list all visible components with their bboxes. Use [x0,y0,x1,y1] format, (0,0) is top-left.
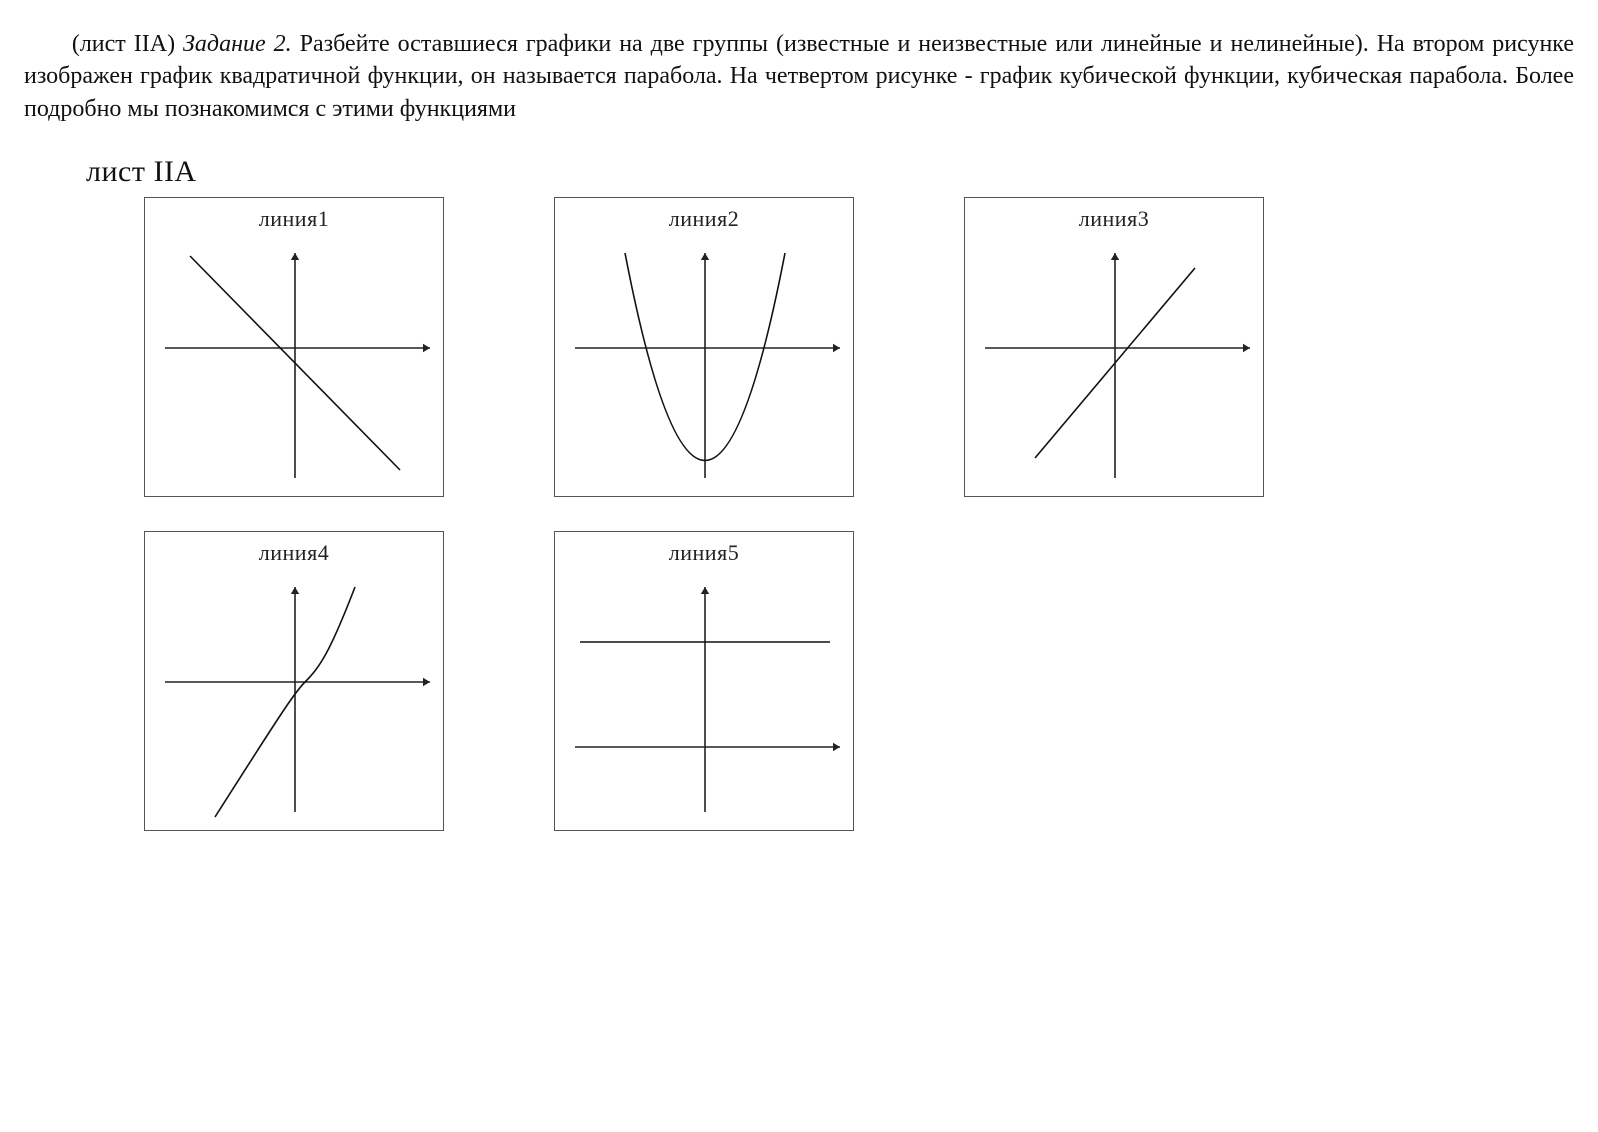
chart-frame-3: линия3 [964,197,1264,497]
chart-plot [145,198,445,498]
chart-plot [555,198,855,498]
worksheet-page: (лист IIА) Задание 2. Разбейте оставшиес… [0,0,1598,1132]
chart-frame-4: линия4 [144,531,444,831]
chart-frame-2: линия2 [554,197,854,497]
charts-row-2: линия4 линия5 [144,531,1574,831]
sheet-heading: лист IIА [86,155,1574,189]
task-number: Задание 2. [183,31,292,57]
task-paragraph: (лист IIА) Задание 2. Разбейте оставшиес… [24,28,1574,125]
charts-row-1: линия1 линия2 линия3 [144,197,1574,497]
chart-plot [145,532,445,832]
chart-plot [555,532,855,832]
sheet-ref-inline: (лист IIА) [72,31,175,57]
chart-frame-1: линия1 [144,197,444,497]
chart-frame-5: линия5 [554,531,854,831]
chart-plot [965,198,1265,498]
